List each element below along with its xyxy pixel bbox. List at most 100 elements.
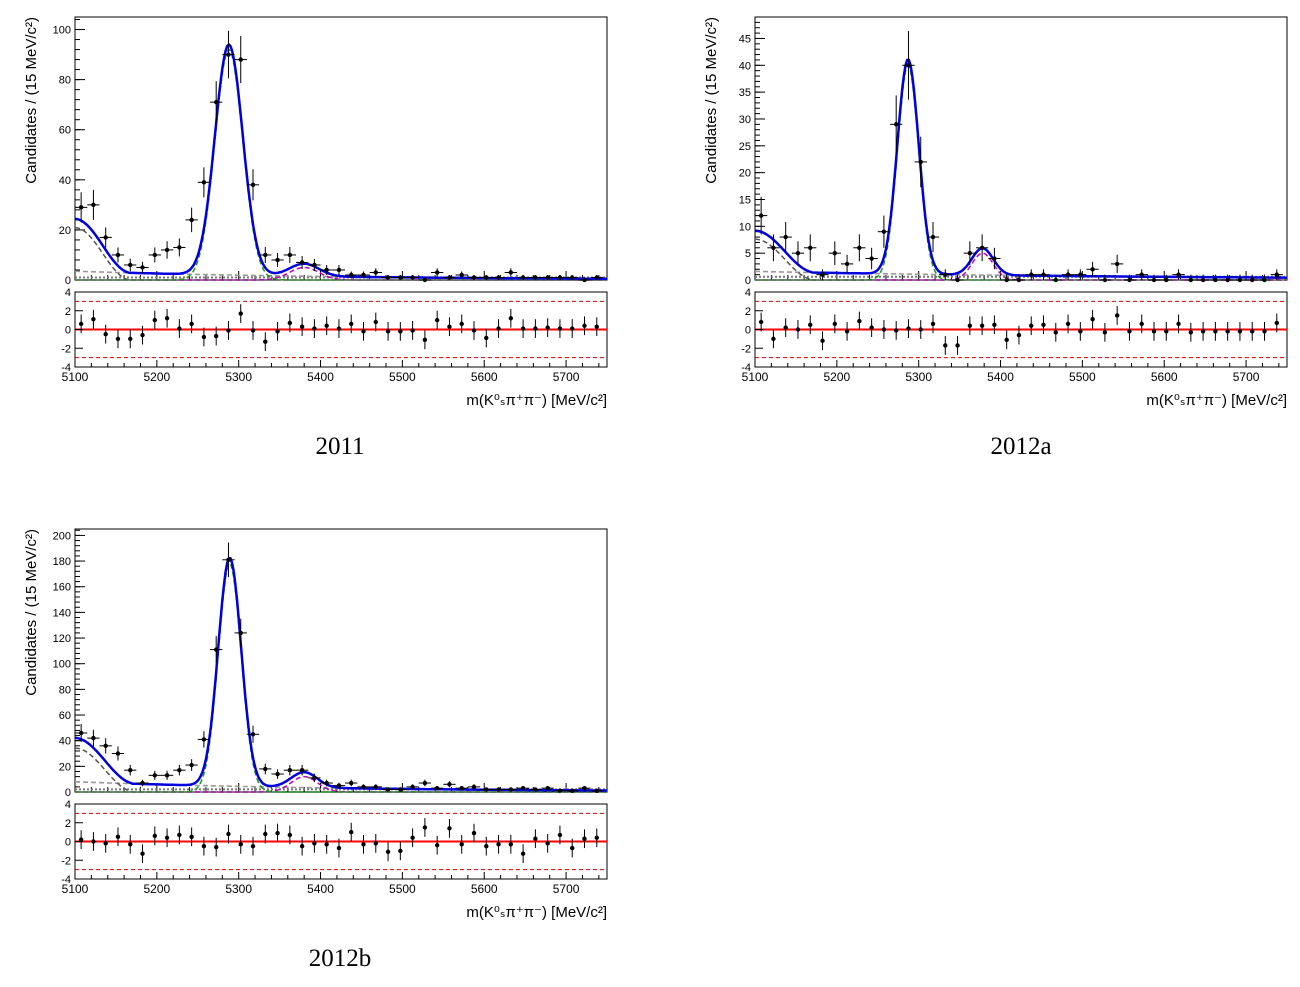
pull-marker — [758, 319, 764, 325]
pull-marker — [299, 843, 305, 849]
data-point-marker — [594, 275, 599, 280]
pull-marker — [992, 322, 997, 328]
pull-marker — [943, 343, 948, 348]
data-point-marker — [324, 780, 329, 786]
pull-point — [594, 317, 599, 337]
data-point — [431, 785, 444, 791]
x-tick-label: 5600 — [471, 882, 498, 896]
pull-point — [471, 321, 477, 340]
pull-marker — [906, 326, 911, 331]
pull-point — [324, 834, 329, 854]
pull-marker — [520, 851, 526, 856]
pull-point — [78, 830, 84, 849]
pull-point — [484, 836, 489, 856]
data-point-marker — [164, 247, 170, 253]
data-point — [1111, 254, 1124, 274]
pull-marker — [189, 321, 194, 327]
data-point — [804, 234, 817, 262]
data-point-marker — [422, 277, 428, 283]
pull-point — [832, 314, 837, 334]
data-point — [455, 785, 468, 791]
data-point — [553, 274, 567, 280]
x-tick-label: 5200 — [143, 370, 170, 384]
data-point-marker — [1274, 272, 1279, 277]
pull-y-tick-label: -2 — [741, 343, 751, 355]
pull-point — [1237, 322, 1243, 341]
data-point — [173, 764, 186, 776]
pull-marker — [1262, 329, 1267, 334]
data-point-marker — [783, 234, 788, 240]
pull-point — [103, 834, 108, 853]
y-tick-label: 10 — [739, 221, 751, 233]
data-point — [124, 258, 137, 272]
data-point — [1270, 269, 1283, 280]
pull-point — [545, 318, 550, 337]
pull-marker — [1041, 322, 1046, 328]
data-point — [578, 785, 591, 791]
data-point-marker — [955, 277, 960, 283]
data-point — [246, 725, 260, 743]
pull-marker — [893, 328, 899, 333]
pull-marker — [979, 323, 985, 328]
pull-point — [213, 837, 219, 857]
pull-marker — [324, 323, 329, 328]
pull-marker — [361, 329, 366, 334]
data-point — [755, 196, 768, 235]
pull-point — [943, 336, 948, 355]
data-point — [210, 81, 223, 124]
pull-marker — [594, 324, 599, 329]
pull-y-tick-label: 4 — [65, 287, 71, 299]
data-point-marker — [520, 275, 526, 280]
data-point — [369, 784, 382, 790]
pull-marker — [520, 326, 526, 331]
pull-point — [373, 312, 378, 332]
pull-marker — [238, 311, 243, 316]
pull-marker — [398, 848, 403, 854]
data-point-marker — [1127, 277, 1132, 283]
pull-marker — [177, 326, 182, 331]
pull-point — [226, 824, 231, 844]
data-point — [173, 238, 186, 257]
pull-marker — [459, 321, 464, 327]
data-point — [75, 192, 88, 223]
data-point — [902, 30, 915, 100]
data-point-marker — [299, 767, 305, 773]
data-point-marker — [795, 250, 801, 256]
data-point — [926, 222, 940, 253]
pull-marker — [832, 321, 837, 327]
pull-marker — [557, 832, 563, 838]
data-point-marker — [533, 275, 538, 280]
data-point — [578, 277, 591, 283]
pull-marker — [1250, 329, 1255, 334]
pull-y-tick-label: 4 — [65, 799, 71, 811]
pull-marker — [582, 323, 587, 328]
pull-point — [1176, 314, 1181, 334]
pull-marker — [1225, 329, 1230, 334]
y-tick-label: 20 — [59, 225, 71, 237]
pull-marker — [410, 328, 415, 333]
pull-marker — [1213, 329, 1218, 334]
pull-marker — [115, 834, 121, 840]
data-point-marker — [189, 217, 194, 223]
pull-point — [508, 308, 514, 328]
y-tick-label: 0 — [65, 787, 71, 799]
data-point — [197, 731, 211, 748]
data-point — [185, 207, 198, 233]
data-point — [877, 215, 891, 248]
pull-marker — [201, 843, 207, 849]
y-tick-label: 35 — [739, 87, 751, 99]
data-point-marker — [943, 272, 948, 277]
data-point — [816, 269, 829, 280]
pull-point — [434, 310, 440, 330]
data-point — [865, 247, 878, 270]
data-point-marker — [164, 773, 170, 778]
pull-point — [275, 823, 280, 843]
caption-2012a: 2012a — [990, 433, 1052, 460]
data-point-marker — [434, 270, 440, 275]
data-point — [1258, 274, 1271, 283]
pull-point — [177, 319, 182, 338]
data-point — [234, 618, 247, 648]
pull-marker — [299, 324, 305, 329]
pull-point — [844, 322, 850, 341]
